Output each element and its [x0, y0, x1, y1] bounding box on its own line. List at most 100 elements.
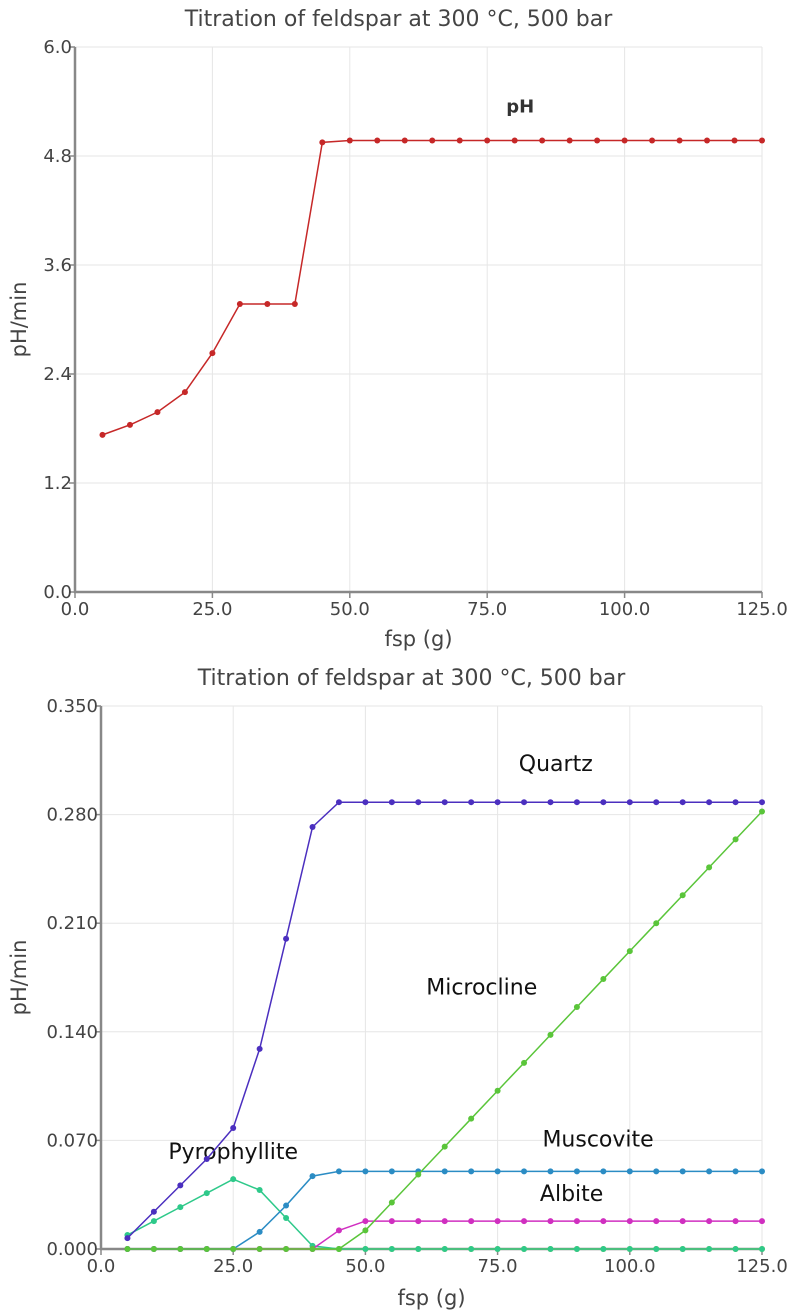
data-point-ph: [484, 137, 491, 144]
data-point-muscovite: [441, 1168, 448, 1175]
data-point-muscovite: [283, 1202, 290, 1209]
data-point-microcline: [573, 1003, 580, 1010]
data-point-ph: [759, 137, 765, 144]
x-tick-label: 100.0: [599, 599, 651, 620]
y-axis-title: pH/min: [7, 282, 31, 358]
x-axis-title: fsp (g): [397, 1286, 465, 1310]
data-point-ph: [154, 409, 161, 416]
data-point-muscovite: [494, 1168, 501, 1175]
data-point-ph: [456, 137, 463, 144]
data-point-ph: [649, 137, 656, 144]
data-point-quartz: [150, 1208, 157, 1215]
data-point-microcline: [177, 1246, 184, 1252]
data-point-quartz: [283, 935, 290, 942]
series-line-ph: [102, 139, 762, 436]
data-point-albite: [679, 1218, 686, 1225]
data-point-microcline: [256, 1246, 263, 1252]
data-point-microcline: [494, 1087, 501, 1094]
data-point-microcline: [362, 1227, 369, 1234]
data-point-quartz: [177, 1182, 184, 1189]
data-point-albite: [573, 1218, 580, 1225]
data-point-pyrophyllite: [283, 1214, 290, 1221]
data-point-ph: [704, 137, 711, 144]
chart-title: Titration of feldspar at 300 °C, 500 bar: [184, 7, 614, 32]
data-point-pyrophyllite: [177, 1204, 184, 1211]
data-point-albite: [335, 1227, 342, 1234]
data-point-microcline: [150, 1246, 157, 1252]
data-point-quartz: [203, 1156, 210, 1163]
data-point-albite: [732, 1218, 739, 1225]
data-point-quartz: [362, 799, 369, 806]
series-label-microcline: Microcline: [426, 976, 537, 1001]
data-point-pyrophyllite: [573, 1246, 580, 1252]
data-point-muscovite: [653, 1168, 660, 1175]
data-point-ph: [209, 350, 216, 357]
data-point-muscovite: [335, 1168, 342, 1175]
data-point-pyrophyllite: [679, 1246, 686, 1252]
y-tick-label: 0.000: [46, 1239, 98, 1260]
data-point-microcline: [653, 920, 660, 927]
data-point-microcline: [706, 864, 713, 871]
data-point-ph: [346, 137, 353, 144]
y-tick-label: 0.070: [46, 1130, 98, 1151]
data-point-ph: [621, 137, 628, 144]
data-point-ph: [319, 139, 326, 146]
data-point-albite: [626, 1218, 633, 1225]
x-tick-label: 100.0: [604, 1256, 656, 1277]
data-point-pyrophyllite: [706, 1246, 713, 1252]
data-point-pyrophyllite: [441, 1246, 448, 1252]
y-tick-label: 3.6: [43, 255, 72, 276]
data-point-microcline: [626, 948, 633, 955]
y-tick-label: 1.2: [43, 473, 72, 494]
y-tick-label: 0.210: [46, 913, 98, 934]
data-point-ph: [181, 389, 188, 396]
data-point-quartz: [706, 799, 713, 806]
data-point-ph: [539, 137, 546, 144]
data-point-albite: [494, 1218, 501, 1225]
y-tick-label: 0.350: [46, 696, 98, 717]
data-point-microcline: [600, 976, 607, 983]
data-point-muscovite: [362, 1168, 369, 1175]
x-tick-label: 50.0: [330, 599, 370, 620]
data-point-pyrophyllite: [494, 1246, 501, 1252]
data-point-pyrophyllite: [521, 1246, 528, 1252]
data-point-quartz: [547, 799, 554, 806]
data-point-quartz: [441, 799, 448, 806]
series-line-muscovite: [127, 1170, 762, 1250]
data-point-albite: [547, 1218, 554, 1225]
data-point-quartz: [256, 1045, 263, 1052]
data-point-albite: [441, 1218, 448, 1225]
data-point-muscovite: [732, 1168, 739, 1175]
data-point-ph: [676, 137, 683, 144]
data-point-muscovite: [679, 1168, 686, 1175]
data-point-ph: [731, 137, 738, 144]
data-point-albite: [362, 1218, 369, 1225]
data-point-microcline: [759, 808, 765, 815]
data-point-pyrophyllite: [388, 1246, 395, 1252]
data-point-pyrophyllite: [150, 1218, 157, 1225]
data-point-quartz: [335, 799, 342, 806]
data-point-ph: [264, 301, 271, 308]
series-line-microcline: [127, 810, 763, 1250]
data-point-quartz: [468, 799, 475, 806]
data-point-albite: [653, 1218, 660, 1225]
data-point-muscovite: [759, 1168, 765, 1175]
data-point-pyrophyllite: [230, 1176, 237, 1183]
data-point-pyrophyllite: [626, 1246, 633, 1252]
chart-ph: 0.0 25.0 50.0 75.0 100.0 125.0 0.0 1.2 2.4 3.6 4.8…: [7, 7, 788, 651]
data-point-quartz: [124, 1235, 131, 1242]
data-point-microcline: [732, 836, 739, 843]
data-point-albite: [706, 1218, 713, 1225]
data-point-muscovite: [521, 1168, 528, 1175]
chart-title: Titration of feldspar at 300 °C, 500 bar: [197, 666, 627, 691]
data-point-microcline: [468, 1115, 475, 1122]
data-point-muscovite: [468, 1168, 475, 1175]
series-label-pyrophyllite: Pyrophyllite: [168, 1140, 298, 1165]
x-tick-label: 75.0: [467, 599, 507, 620]
data-point-albite: [415, 1218, 422, 1225]
data-point-albite: [759, 1218, 765, 1225]
data-point-ph: [401, 137, 408, 144]
y-tick-label: 0.140: [46, 1022, 98, 1043]
data-point-quartz: [600, 799, 607, 806]
